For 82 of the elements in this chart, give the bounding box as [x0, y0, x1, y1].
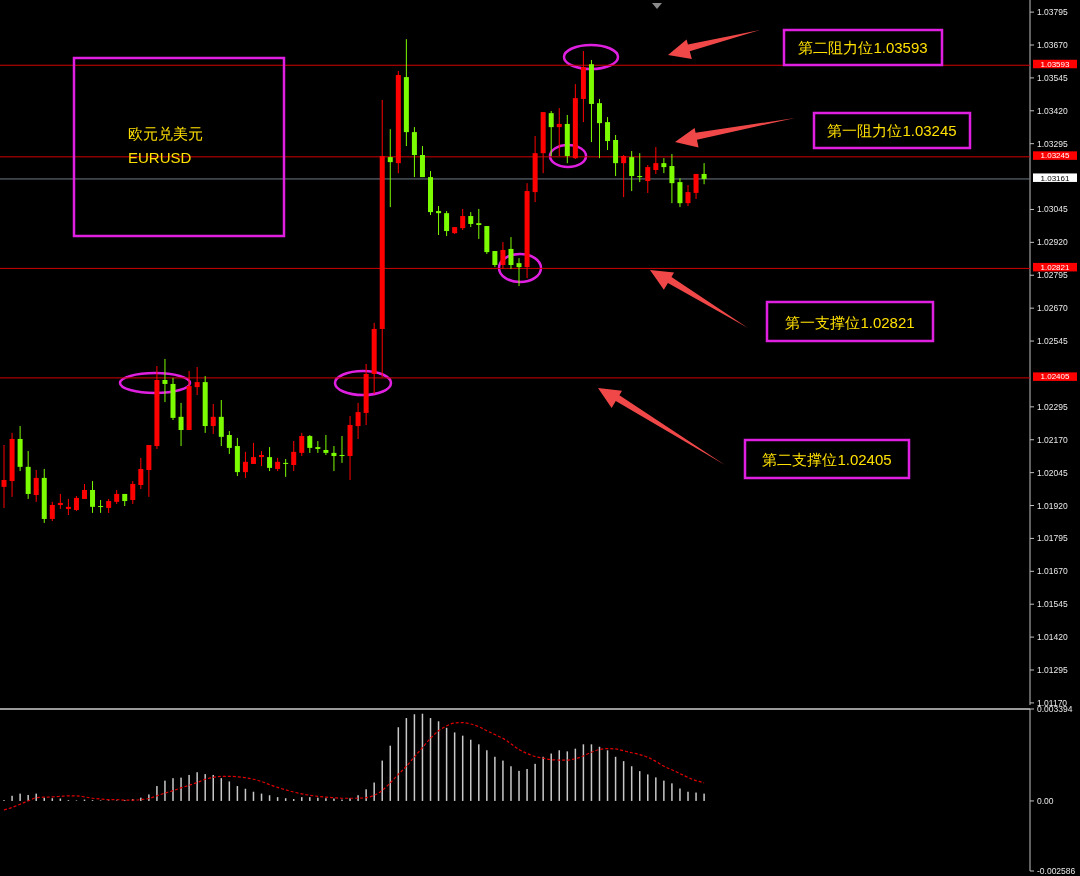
y-tick-label: 1.03420: [1037, 105, 1068, 116]
candlestick: [323, 434, 329, 456]
ref-line-label: 1.02821: [1040, 263, 1071, 273]
candlestick: [267, 446, 273, 472]
y-tick-label: 1.03670: [1037, 39, 1068, 50]
candlestick: [1, 444, 7, 509]
y-tick-label: 1.02170: [1037, 434, 1068, 445]
y-tick-label: 1.01920: [1037, 500, 1068, 511]
annotation: 第二阻力位1.03593: [798, 38, 928, 56]
candlestick: [130, 480, 136, 505]
ref-line-label: 1.03245: [1040, 151, 1071, 161]
candlestick: [444, 210, 450, 237]
candlestick: [331, 445, 337, 472]
candlestick: [436, 205, 442, 236]
y-tick-label: 1.01420: [1037, 632, 1068, 643]
candlestick: [178, 402, 184, 447]
candlestick: [629, 150, 635, 192]
candlestick: [548, 110, 554, 157]
candlestick: [500, 241, 506, 270]
ref-line-label: 1.02405: [1040, 372, 1071, 382]
annotation: 第一阻力位1.03245: [827, 121, 957, 139]
y-tick-label: 1.01670: [1037, 566, 1068, 577]
y-tick-label: 0.00: [1037, 795, 1054, 806]
candlestick: [291, 440, 297, 472]
candlestick: [669, 153, 675, 204]
annotation: 第二支撑位1.02405: [762, 450, 892, 468]
ref-line-label: 1.03161: [1040, 173, 1071, 183]
y-tick-label: 1.01545: [1037, 599, 1068, 610]
line-series: [3, 722, 705, 811]
candlestick: [218, 399, 224, 447]
y-tick-label: 1.03295: [1037, 138, 1068, 149]
y-tick-label: 1.02295: [1037, 401, 1068, 412]
annotation: 第一支撑位1.02821: [785, 313, 915, 331]
candlestick: [387, 128, 393, 208]
candlestick: [283, 458, 289, 478]
annotation: 欧元兑美元 EURUSD: [128, 124, 203, 166]
candlestick: [138, 457, 144, 490]
y-tick-label: 1.02795: [1037, 270, 1068, 281]
candlestick: [685, 184, 691, 207]
candlestick: [242, 451, 248, 479]
candlestick: [210, 403, 216, 435]
candlestick: [299, 432, 305, 457]
candlestick: [162, 358, 168, 403]
candlestick: [476, 208, 482, 240]
candlestick: [460, 208, 466, 231]
candlestick: [339, 435, 345, 464]
y-tick-label: 1.02045: [1037, 467, 1068, 478]
candlestick: [516, 257, 522, 287]
ref-line-label: 1.03593: [1040, 59, 1071, 69]
candlestick: [653, 146, 659, 175]
y-tick-label: 1.01295: [1037, 664, 1068, 675]
y-tick-label: -0.002586: [1037, 865, 1076, 876]
candlestick: [194, 366, 200, 396]
y-tick-label: 1.02670: [1037, 303, 1068, 314]
candlestick: [613, 134, 619, 177]
candlestick: [355, 402, 361, 440]
candlestick: [645, 164, 651, 194]
candlestick: [661, 157, 667, 174]
candlestick: [556, 107, 562, 157]
y-tick-label: 1.02920: [1037, 237, 1068, 248]
candlestick: [621, 154, 627, 198]
candlestick: [226, 430, 232, 455]
candlestick: [315, 440, 321, 454]
candlestick: [90, 480, 96, 514]
candlestick: [98, 499, 104, 514]
candlestick: [411, 126, 417, 178]
candlestick: [605, 116, 611, 151]
y-tick-label: 1.01795: [1037, 533, 1068, 544]
candlestick: [49, 501, 55, 522]
candlestick: [701, 162, 707, 185]
candlestick: [596, 98, 602, 159]
y-tick-label: 1.03045: [1037, 204, 1068, 215]
candlestick: [33, 469, 39, 503]
y-tick-label: 1.03545: [1037, 72, 1068, 83]
candlestick: [250, 442, 256, 465]
candlestick: [508, 236, 514, 270]
candlestick: [677, 177, 683, 208]
candlestick: [419, 145, 425, 178]
y-tick-label: 1.03795: [1037, 7, 1068, 18]
y-tick-label: 1.02545: [1037, 336, 1068, 347]
candlestick: [693, 173, 699, 200]
candlestick: [637, 152, 643, 183]
